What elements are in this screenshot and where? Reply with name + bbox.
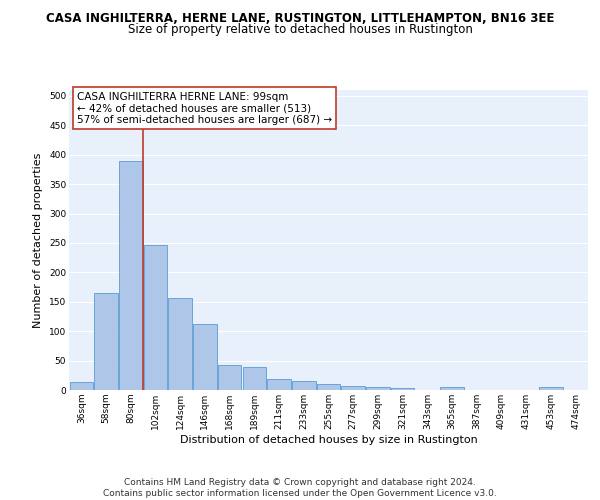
Text: Size of property relative to detached houses in Rustington: Size of property relative to detached ho… <box>128 22 472 36</box>
Text: CASA INGHILTERRA HERNE LANE: 99sqm
← 42% of detached houses are smaller (513)
57: CASA INGHILTERRA HERNE LANE: 99sqm ← 42%… <box>77 92 332 124</box>
Bar <box>94 293 118 390</box>
Bar <box>366 387 389 390</box>
Text: CASA INGHILTERRA, HERNE LANE, RUSTINGTON, LITTLEHAMPTON, BN16 3EE: CASA INGHILTERRA, HERNE LANE, RUSTINGTON… <box>46 12 554 26</box>
Bar <box>317 384 340 390</box>
Y-axis label: Number of detached properties: Number of detached properties <box>34 152 43 328</box>
Bar <box>440 387 464 390</box>
Bar <box>539 387 563 390</box>
Bar <box>391 388 415 390</box>
Bar <box>268 380 291 390</box>
X-axis label: Distribution of detached houses by size in Rustington: Distribution of detached houses by size … <box>179 434 478 444</box>
Bar <box>169 298 192 390</box>
Text: Contains HM Land Registry data © Crown copyright and database right 2024.
Contai: Contains HM Land Registry data © Crown c… <box>103 478 497 498</box>
Bar <box>292 381 316 390</box>
Bar <box>119 160 143 390</box>
Bar <box>70 382 93 390</box>
Bar <box>341 386 365 390</box>
Bar <box>193 324 217 390</box>
Bar <box>242 367 266 390</box>
Bar <box>144 244 167 390</box>
Bar <box>218 364 241 390</box>
